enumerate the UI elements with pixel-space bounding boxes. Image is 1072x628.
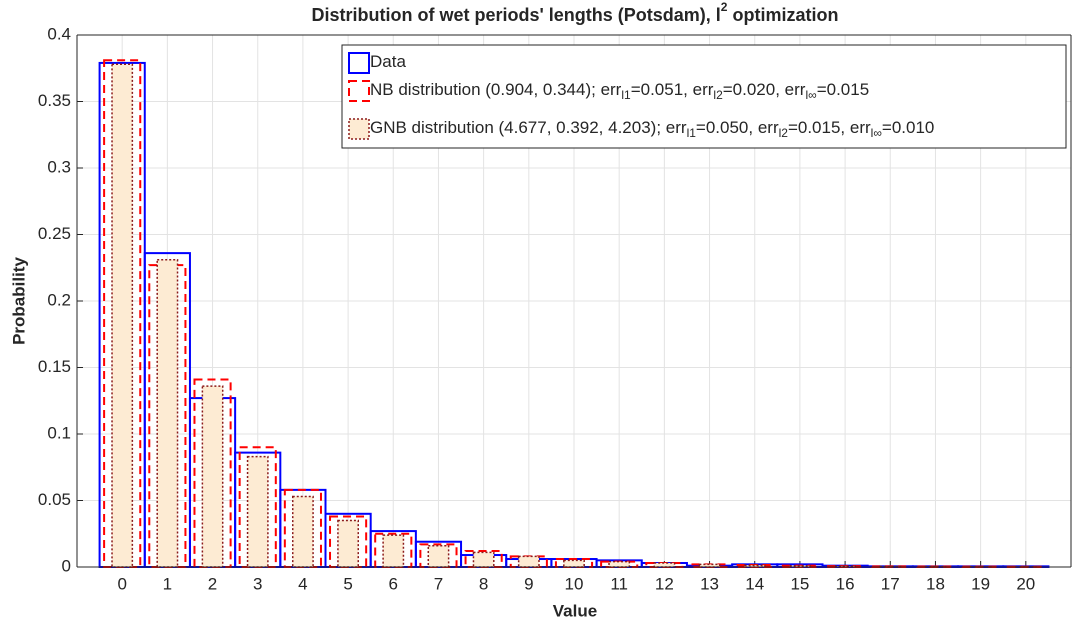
bar [156, 259, 179, 568]
x-tick-label: 20 [1016, 574, 1035, 593]
x-tick-label: 0 [117, 574, 126, 593]
text-part: NB distribution (0.904, 0.344); err [370, 80, 622, 99]
x-tick-label: 18 [926, 574, 945, 593]
bar [563, 559, 585, 568]
subscript: l2 [779, 126, 789, 140]
legend-label: NB distribution (0.904, 0.344); errl1=0.… [370, 80, 869, 102]
x-tick-label: 3 [253, 574, 262, 593]
subscript: l∞ [871, 126, 882, 140]
legend-swatch [348, 52, 370, 74]
text-part: =0.010 [882, 118, 934, 137]
bar [788, 565, 811, 568]
x-tick-label: 15 [790, 574, 809, 593]
legend-label: Data [370, 52, 406, 71]
y-tick-label: 0.05 [38, 490, 71, 509]
x-tick-label: 2 [208, 574, 217, 593]
x-tick-label: 5 [343, 574, 352, 593]
bar [111, 63, 134, 568]
subscript: l1 [687, 126, 697, 140]
x-tick-label: 8 [479, 574, 488, 593]
y-tick-label: 0.25 [38, 224, 71, 243]
y-tick-label: 0.35 [38, 91, 71, 110]
bar [472, 551, 495, 568]
subscript: l2 [713, 88, 723, 102]
text-part: =0.015, err [788, 118, 871, 137]
y-tick-label: 0 [62, 556, 71, 575]
x-axis-label: Value [553, 601, 597, 620]
chart-title: Distribution of wet periods' lengths (Po… [312, 0, 839, 25]
y-tick-label: 0.4 [47, 24, 71, 43]
text-part: =0.050, err [696, 118, 779, 137]
superscript: 2 [721, 0, 728, 14]
legend-box [341, 44, 1067, 149]
bar [608, 560, 631, 568]
bar [374, 532, 413, 568]
x-tick-label: 14 [745, 574, 764, 593]
x-tick-label: 16 [836, 574, 855, 593]
y-tick-label: 0.15 [38, 357, 71, 376]
text-part: GNB distribution (4.677, 0.392, 4.203); … [370, 118, 687, 137]
x-tick-label: 19 [971, 574, 990, 593]
x-tick-label: 9 [524, 574, 533, 593]
text-part: =0.015 [817, 80, 869, 99]
bar [337, 519, 360, 568]
y-tick-label: 0.1 [47, 423, 71, 442]
bar [554, 558, 594, 569]
x-tick-label: 13 [700, 574, 719, 593]
x-tick-label: 10 [565, 574, 584, 593]
legend-label: GNB distribution (4.677, 0.392, 4.203); … [370, 118, 934, 140]
x-tick-label: 4 [298, 574, 307, 593]
x-tick-label: 6 [389, 574, 398, 593]
bar [427, 544, 450, 568]
y-tick-label: 0.3 [47, 157, 71, 176]
bar [653, 562, 676, 568]
x-tick-label: 17 [881, 574, 900, 593]
y-axis-label: Probability [9, 257, 28, 345]
text-part: optimization [732, 5, 838, 25]
bar [201, 385, 224, 568]
bar [291, 495, 314, 568]
x-tick-label: 1 [163, 574, 172, 593]
x-tick-label: 11 [610, 574, 628, 593]
bar [382, 534, 405, 568]
bar [517, 555, 540, 568]
text-part: =0.051, err [631, 80, 714, 99]
legend-swatch [348, 118, 370, 140]
x-tick-label: 12 [655, 574, 674, 593]
bar [419, 543, 458, 569]
subscript: l∞ [805, 88, 816, 102]
legend-swatch [348, 80, 370, 102]
text-part: Data [370, 52, 406, 71]
bar [246, 455, 269, 568]
subscript: l1 [621, 88, 631, 102]
text-part: =0.020, err [723, 80, 806, 99]
text-part: Distribution of wet periods' lengths (Po… [312, 5, 721, 25]
x-tick-label: 7 [434, 574, 443, 593]
y-tick-label: 0.2 [47, 290, 71, 309]
